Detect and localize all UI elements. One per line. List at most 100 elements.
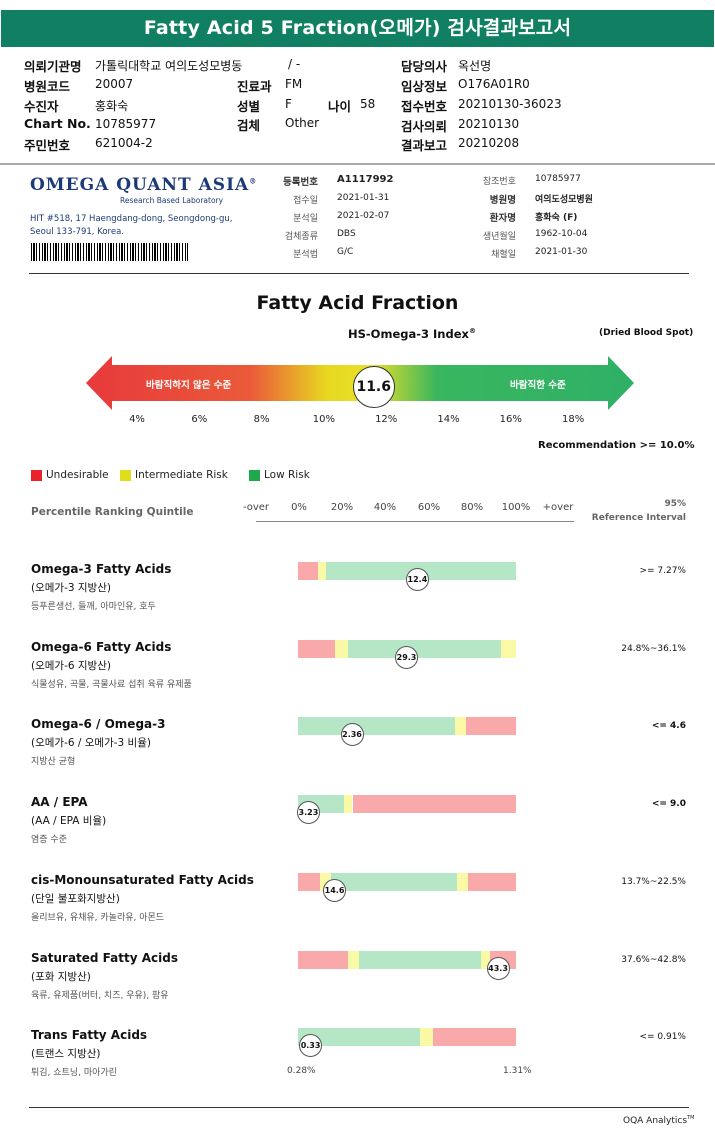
- clinical-value: O176A01R0: [458, 77, 530, 91]
- metric-name: cis-Monounsaturated Fatty Acids: [31, 873, 254, 887]
- metric-reference-interval: <= 4.6: [651, 721, 686, 731]
- rrn-value: 621004-2: [95, 136, 153, 150]
- metric-value-marker: 43.3: [486, 957, 510, 980]
- metric-description: 등푸른생선, 들깨, 아마인유, 호두: [31, 602, 156, 612]
- header-divider: [0, 163, 715, 165]
- range-segment-red: [298, 951, 349, 969]
- received-label: 접수일: [293, 196, 318, 206]
- index-value-marker: 11.6: [352, 366, 395, 408]
- range-segment-red: [298, 873, 320, 891]
- metric-range-bar: [298, 795, 516, 813]
- scale-header: 80%: [460, 502, 484, 513]
- range-segment-green: [330, 873, 458, 891]
- report-title: Fatty Acid 5 Fraction(오메가) 검사결과보고서: [1, 10, 714, 47]
- received-value: 2021-01-31: [337, 193, 390, 203]
- scale-low-label: 0.28%: [287, 1066, 316, 1076]
- legend-label: Undesirable: [46, 469, 109, 481]
- collected-label: 채혈일: [491, 250, 516, 260]
- scale-header: 40%: [373, 502, 397, 513]
- range-segment-yellow: [457, 873, 469, 891]
- index-tick: 6%: [191, 414, 208, 425]
- report-label: 결과보고: [401, 138, 448, 153]
- patient-name-value: 홍화숙 (F): [535, 213, 578, 223]
- metric-korean-name: (오메가-6 / 오메가-3 비율): [31, 737, 151, 749]
- range-segment-red: [352, 795, 516, 813]
- range-segment-yellow: [500, 640, 516, 658]
- range-segment-yellow: [348, 951, 360, 969]
- metric-name: Omega-3 Fatty Acids: [31, 562, 172, 576]
- hospital-value: 여의도성모병원: [535, 195, 593, 205]
- scale-header: 100%: [501, 502, 531, 513]
- legend-label: Low Risk: [264, 469, 310, 481]
- specimen-type-label: 검체종류: [284, 232, 318, 242]
- dob-value: 1962-10-04: [535, 229, 588, 239]
- reg-no-label: 등록번호: [283, 177, 318, 188]
- range-segment-yellow: [420, 1028, 434, 1046]
- metric-korean-name: (오메가-3 지방산): [31, 582, 111, 594]
- metric-korean-name: (오메가-6 지방산): [31, 660, 111, 672]
- range-segment-yellow: [481, 951, 490, 969]
- barcode: [31, 243, 188, 261]
- patient-value: 홍화숙: [95, 99, 129, 113]
- metric-value-marker: 12.4: [405, 568, 429, 591]
- metric-name: Saturated Fatty Acids: [31, 951, 178, 965]
- specimen-value: Other: [285, 116, 320, 130]
- metric-korean-name: (AA / EPA 비율): [31, 815, 107, 827]
- metric-value-marker: 14.6: [323, 879, 347, 902]
- method-label: 분석법: [293, 250, 318, 260]
- hospital-label: 병원명: [489, 195, 516, 206]
- range-segment-yellow: [343, 795, 353, 813]
- legend-swatch: [120, 470, 131, 481]
- legend-swatch: [249, 470, 260, 481]
- range-segment-green: [298, 717, 455, 735]
- section-divider: [29, 273, 689, 274]
- lab-address-line2: Seoul 133-791, Korea.: [30, 227, 124, 237]
- institution-mark: / -: [288, 57, 301, 71]
- range-segment-red: [468, 873, 516, 891]
- range-segment-yellow: [317, 562, 327, 580]
- sex-label: 성별: [237, 99, 261, 114]
- range-segment-red: [433, 1028, 516, 1046]
- scale-header: 0%: [291, 502, 307, 513]
- index-tick: 14%: [437, 414, 460, 425]
- chart-value: 10785977: [95, 117, 157, 131]
- receipt-label: 접수번호: [401, 99, 448, 114]
- range-segment-green: [298, 1028, 421, 1046]
- request-value: 20210130: [458, 117, 520, 131]
- metric-name: AA / EPA: [31, 795, 88, 809]
- metric-name: Omega-6 / Omega-3: [31, 717, 166, 731]
- metric-korean-name: (단일 불포화지방산): [31, 893, 120, 905]
- section-title: Fatty Acid Fraction: [256, 292, 459, 314]
- index-title: HS-Omega-3 Index®: [348, 327, 476, 341]
- reg-no-value: A1117992: [337, 174, 394, 185]
- dept-label: 진료과: [237, 79, 272, 94]
- sex-value: F: [285, 97, 292, 111]
- metric-korean-name: (포화 지방산): [31, 971, 91, 983]
- range-segment-red: [465, 717, 516, 735]
- metric-value-marker: 0.33: [299, 1034, 323, 1057]
- legend-label: Intermediate Risk: [135, 469, 228, 481]
- metric-value-marker: 2.36: [340, 723, 364, 746]
- metric-name: Omega-6 Fatty Acids: [31, 640, 172, 654]
- analyzed-label: 분석일: [293, 214, 318, 224]
- footer-brand: OQA AnalyticsTM: [623, 1115, 695, 1126]
- collected-value: 2021-01-30: [535, 247, 588, 257]
- index-tick: 10%: [312, 414, 335, 425]
- metric-reference-interval: 24.8%~36.1%: [621, 644, 686, 654]
- metric-reference-interval: <= 0.91%: [639, 1032, 686, 1042]
- index-tick: 16%: [499, 414, 522, 425]
- metric-reference-interval: 37.6%~42.8%: [621, 955, 686, 965]
- scale-high-label: 1.31%: [503, 1066, 532, 1076]
- sample-type: (Dried Blood Spot): [599, 328, 694, 338]
- age-value: 58: [360, 97, 376, 111]
- metric-value-marker: 3.23: [296, 801, 320, 824]
- range-segment-yellow: [454, 717, 466, 735]
- doctor-label: 담당의사: [401, 59, 448, 74]
- metric-range-bar: [298, 717, 516, 735]
- index-tick: 12%: [375, 414, 398, 425]
- range-segment-yellow: [335, 640, 349, 658]
- hospital-code-value: 20007: [95, 77, 134, 91]
- scale-header: 60%: [417, 502, 441, 513]
- metric-reference-interval: <= 9.0: [651, 799, 686, 809]
- lab-logo: OMEGA QUANT ASIA®: [30, 175, 258, 195]
